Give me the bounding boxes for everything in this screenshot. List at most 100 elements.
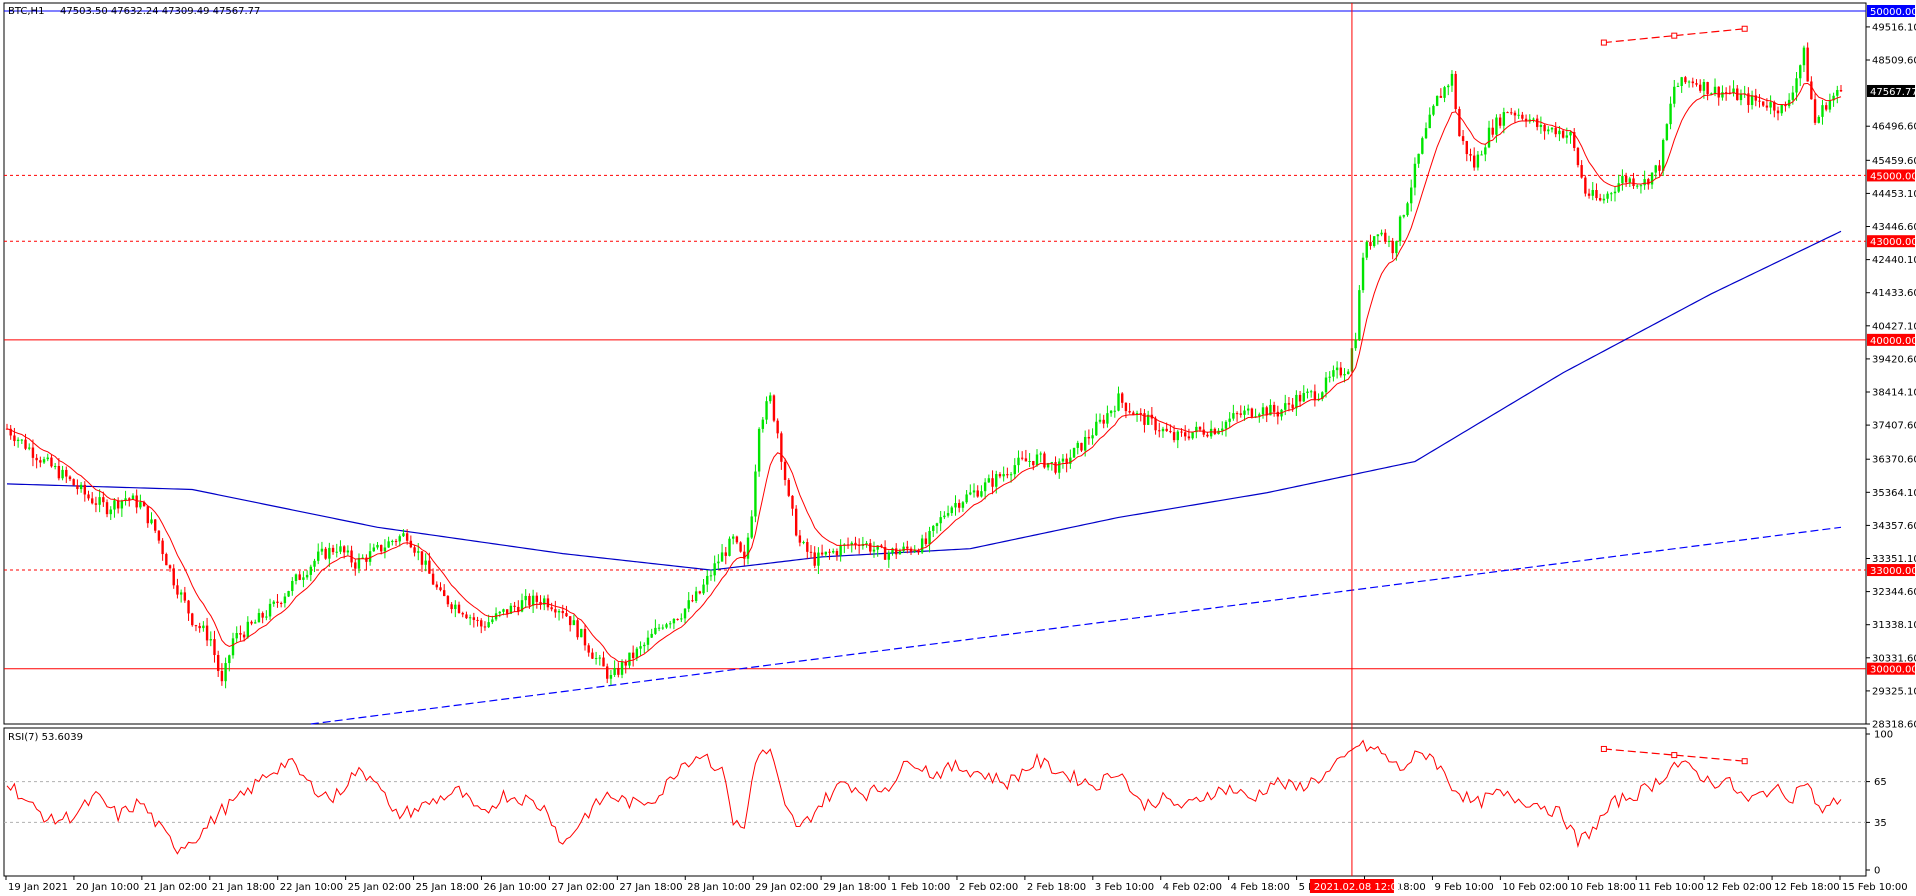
candle-body <box>402 533 405 537</box>
time-tick-label: 21 Jan 02:00 <box>144 882 207 893</box>
candle-body <box>1691 81 1694 84</box>
candle-body <box>754 471 757 517</box>
candle-body <box>476 619 479 621</box>
candle-body <box>1773 102 1776 111</box>
candle-body <box>1098 419 1102 422</box>
candle-body <box>72 479 75 486</box>
candle-body <box>1510 112 1513 114</box>
candle-body <box>757 428 761 472</box>
rsi-trendline-anchor[interactable] <box>1671 752 1678 759</box>
candle-body <box>680 618 683 620</box>
time-tick-label: 27 Jan 02:00 <box>551 882 614 893</box>
rsi-trendline-anchor[interactable] <box>1741 758 1748 765</box>
candle-body <box>257 613 261 623</box>
candle-body <box>1506 112 1509 114</box>
candle-body <box>1750 95 1754 106</box>
candle-body <box>643 644 646 647</box>
candle-body <box>706 575 709 585</box>
candle-body <box>1454 73 1457 110</box>
price-tick-label: 33351.10 <box>1872 554 1916 565</box>
candle-body <box>1291 404 1294 409</box>
candle-body <box>872 549 876 552</box>
candle-body <box>613 667 616 676</box>
candle-body <box>20 439 24 441</box>
trendline-anchor[interactable] <box>1671 32 1678 39</box>
candle-body <box>520 600 524 612</box>
trendline-anchor[interactable] <box>1741 25 1748 32</box>
candle-body <box>587 645 590 653</box>
candle-body <box>631 652 635 659</box>
candle-body <box>620 662 624 675</box>
candle-body <box>1699 84 1702 91</box>
candle-body <box>39 460 42 463</box>
candle-body <box>1321 392 1324 399</box>
trendline-anchor[interactable] <box>1600 39 1607 46</box>
candle-body <box>606 666 609 679</box>
candle-body <box>1172 432 1176 441</box>
candle-body <box>1224 421 1228 429</box>
candle-body <box>1710 93 1713 95</box>
candle-body <box>1335 367 1339 371</box>
candle-body <box>1184 432 1187 437</box>
candle-body <box>380 544 383 552</box>
candle-body <box>1065 458 1068 464</box>
candle-body <box>739 542 742 552</box>
rsi-tick-label: 35 <box>1874 818 1887 829</box>
candle-body <box>1246 408 1250 411</box>
candle-body <box>1165 428 1168 432</box>
candle-body <box>1539 124 1543 127</box>
price-tick-label: 28318.60 <box>1872 720 1916 731</box>
candle-body <box>1046 463 1050 468</box>
candle-body <box>717 561 720 564</box>
candle-body <box>1128 411 1131 413</box>
chart-symbol-label: BTC,H1 <box>8 6 44 17</box>
candle-body <box>1069 457 1072 464</box>
candle-body <box>1302 393 1305 402</box>
candle-body <box>928 530 931 545</box>
candle-body <box>1543 124 1546 132</box>
candle-body <box>1547 129 1550 132</box>
candle-body <box>228 655 231 664</box>
candle-body <box>1435 95 1439 106</box>
candle-body <box>365 557 368 562</box>
moving-average-fast <box>6 82 1842 663</box>
candle-body <box>276 601 279 603</box>
candle-body <box>524 595 527 601</box>
candle-body <box>1658 165 1661 171</box>
candle-body <box>528 595 531 606</box>
trendline-0[interactable] <box>310 526 1842 725</box>
candle-body <box>1484 147 1487 155</box>
candle-body <box>1391 240 1394 254</box>
rsi-trendline-anchor[interactable] <box>1600 745 1607 752</box>
candle-body <box>502 609 505 612</box>
candle-body <box>1309 391 1313 393</box>
price-pane[interactable]: BTC,H1 47503.50 47632.24 47309.49 47567.… <box>3 2 1867 725</box>
candle-body <box>665 624 668 628</box>
candle-body <box>1632 178 1635 187</box>
candle-body <box>1780 104 1783 114</box>
candle-body <box>1465 141 1468 155</box>
candle-body <box>1758 100 1761 102</box>
candle-body <box>1513 112 1517 116</box>
rsi-pane[interactable]: RSI(7) 53.6039 <box>3 727 1867 877</box>
price-tick-label: 31338.10 <box>1872 620 1916 631</box>
candle-body <box>1095 421 1098 436</box>
candle-body <box>191 613 194 626</box>
candle-body <box>1339 367 1343 376</box>
cursor-line[interactable]: 2021.02.08 12:00 <box>1309 3 1403 893</box>
candle-body <box>209 639 212 641</box>
candle-body <box>1732 88 1735 94</box>
candle-body <box>24 439 27 449</box>
candle-body <box>109 509 112 515</box>
candle-body <box>1428 114 1431 129</box>
candle-body <box>1020 457 1024 459</box>
candle-body <box>461 612 464 615</box>
candle-body <box>1109 410 1113 414</box>
candle-body <box>1684 77 1687 83</box>
candle-body <box>876 545 879 550</box>
candle-body <box>1187 436 1191 439</box>
candle-body <box>235 633 238 639</box>
candle-body <box>465 614 468 619</box>
price-tick-label: 35364.10 <box>1872 488 1916 499</box>
